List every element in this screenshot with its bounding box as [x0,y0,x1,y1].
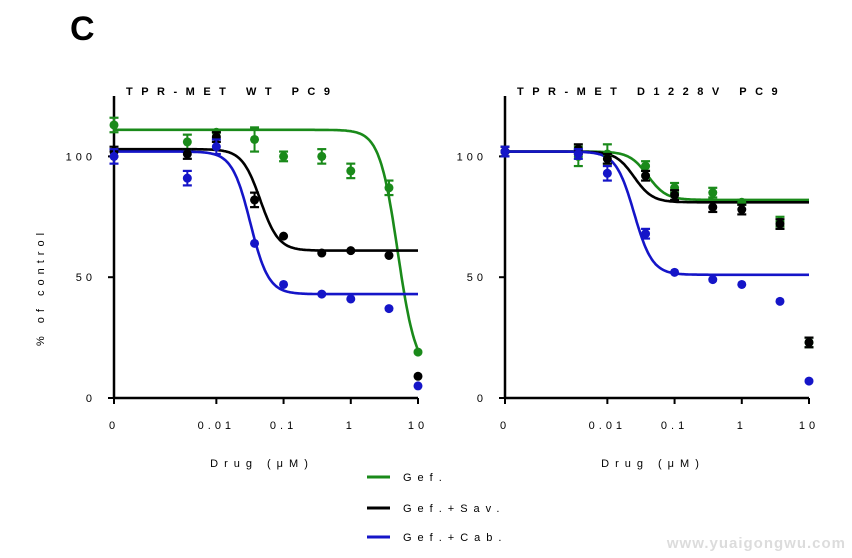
data-point [413,381,423,391]
legend-item: Gef.+Cab. [367,532,507,544]
legend-label: Gef. [403,472,448,484]
x-tick-label: 0.1 [270,420,297,432]
data-point [109,151,119,161]
data-point [708,202,718,212]
data-point [317,151,327,161]
data-point [250,238,260,248]
data-point [804,376,814,386]
chart-title: TPR-MET WT PC9 [126,86,339,98]
y-tick-label: 0 [477,393,487,405]
y-axis-label: % of control [35,228,47,346]
y-tick-label: 0 [86,393,96,405]
x-tick-label: 0 [500,420,510,432]
chart-title: TPR-MET D1228V PC9 [517,86,786,98]
data-point [413,347,423,357]
fit-curve [114,147,418,252]
data-point [384,183,394,193]
data-point [279,279,289,289]
data-point [317,289,327,299]
data-point [641,171,651,181]
data-point [602,154,612,164]
x-tick-label: 0.1 [661,420,688,432]
x-axis-label: Drug (μM) [210,458,314,470]
data-point [384,250,394,260]
data-point [573,149,583,159]
data-point [182,149,192,159]
data-point [317,248,327,258]
fit-curve [114,150,418,296]
y-tick-label: 50 [76,272,96,284]
x-tick-label: 0.01 [589,420,626,432]
x-axis-label: Drug (μM) [601,458,705,470]
data-point [182,173,192,183]
legend-item: Gef. [367,472,448,484]
fit-curve [505,150,809,277]
legend-label: Gef.+Cab. [403,532,507,544]
data-point [279,231,289,241]
fit-curve [114,128,420,351]
data-point [109,120,119,130]
data-point [708,275,718,285]
data-point [670,267,680,277]
fit-curve [505,150,809,204]
y-tick-label: 50 [467,272,487,284]
x-tick-label: 1 [737,420,747,432]
legend-item: Gef.+Sav. [367,503,505,515]
data-point [346,294,356,304]
data-point [670,190,680,200]
data-point [775,296,785,306]
x-tick-label: 10 [799,420,819,432]
data-point [500,147,510,157]
x-tick-label: 0 [109,420,119,432]
x-tick-label: 0.01 [198,420,235,432]
panel-letter: C [70,10,95,48]
x-tick-label: 1 [346,420,356,432]
data-point [182,137,192,147]
data-point [250,134,260,144]
y-tick-label: 100 [66,151,96,163]
data-point [737,279,747,289]
legend-label: Gef.+Sav. [403,503,505,515]
data-point [346,246,356,256]
data-point [384,304,394,314]
chart-panel-1: 0 50 100 0 0.01 0.1 1 10 TPR-MET WT PC9 Drug (μM)… [35,86,428,470]
data-point [775,219,785,229]
data-point [346,166,356,176]
data-point [250,195,260,205]
data-point [641,229,651,239]
data-point [804,337,814,347]
data-point [708,188,718,198]
data-point [602,168,612,178]
data-point [737,205,747,215]
watermark: www.yuaigongwu.com [666,535,846,552]
chart-panel-2: 0 50 100 0 0.01 0.1 1 10 TPR-MET D1228V PC9 Drug … [457,86,819,470]
y-tick-label: 100 [457,151,487,163]
data-point [211,142,221,152]
data-point [413,371,423,381]
x-tick-label: 10 [408,420,428,432]
data-point [641,161,651,171]
fit-curve [505,150,809,202]
data-point [279,151,289,161]
